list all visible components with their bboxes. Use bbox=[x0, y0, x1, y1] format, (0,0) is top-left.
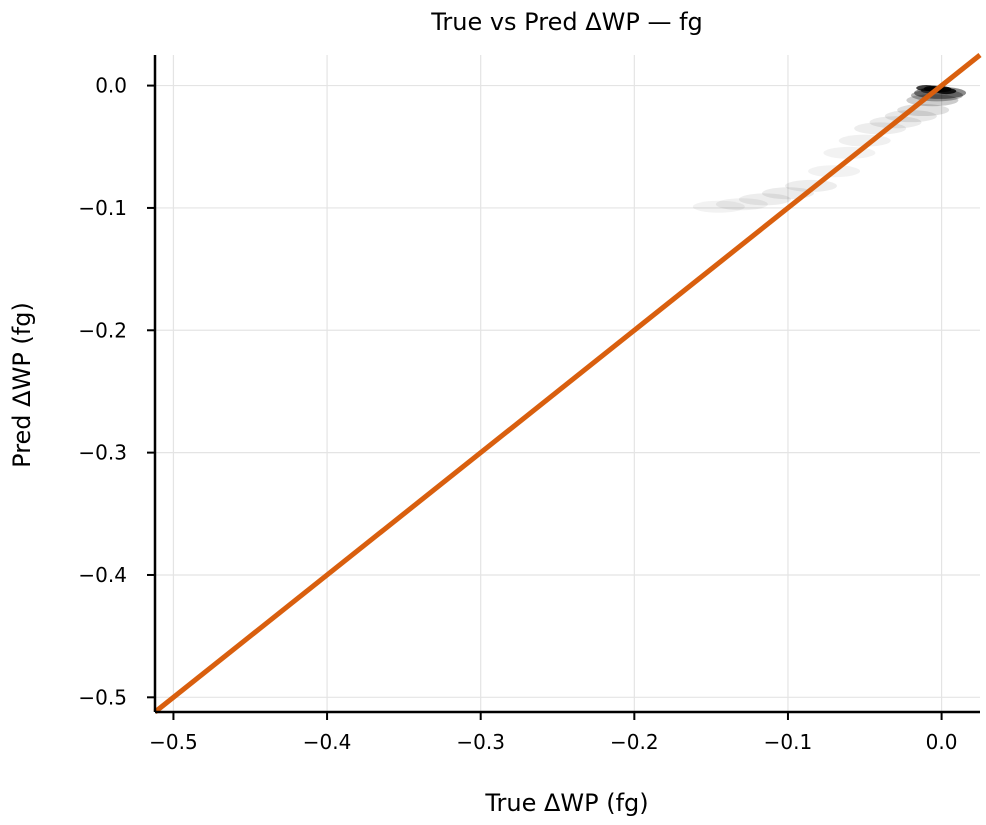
y-tick-label: −0.2 bbox=[78, 318, 127, 342]
y-tick-label: −0.1 bbox=[78, 196, 127, 220]
y-tick-label: −0.5 bbox=[78, 685, 127, 709]
y-tick-label: −0.3 bbox=[78, 441, 127, 465]
grid-lines bbox=[155, 55, 980, 712]
density-point bbox=[715, 198, 768, 211]
y-tick-label: −0.4 bbox=[78, 563, 127, 587]
density-point bbox=[692, 200, 745, 213]
x-ticks: −0.5 −0.4 −0.3 −0.2 −0.1 0.0 bbox=[149, 712, 957, 754]
reference-line-layer bbox=[153, 53, 982, 714]
x-tick-label: −0.5 bbox=[149, 730, 198, 754]
y-tick-label: 0.0 bbox=[95, 74, 127, 98]
chart-title: True vs Pred ΔWP — fg bbox=[430, 8, 703, 36]
x-tick-label: 0.0 bbox=[926, 730, 958, 754]
x-tick-label: −0.1 bbox=[764, 730, 813, 754]
density-point bbox=[936, 88, 957, 95]
y-axis-label: Pred ΔWP (fg) bbox=[8, 302, 36, 468]
density-point bbox=[785, 179, 838, 192]
axes bbox=[153, 55, 980, 714]
x-axis-label: True ΔWP (fg) bbox=[484, 789, 648, 817]
reference-line bbox=[153, 53, 982, 714]
x-tick-label: −0.4 bbox=[303, 730, 352, 754]
x-tick-label: −0.2 bbox=[610, 730, 659, 754]
density-point bbox=[738, 193, 791, 206]
x-tick-label: −0.3 bbox=[456, 730, 505, 754]
y-ticks: −0.5 −0.4 −0.3 −0.2 −0.1 0.0 bbox=[78, 74, 155, 709]
density-points bbox=[692, 85, 967, 213]
